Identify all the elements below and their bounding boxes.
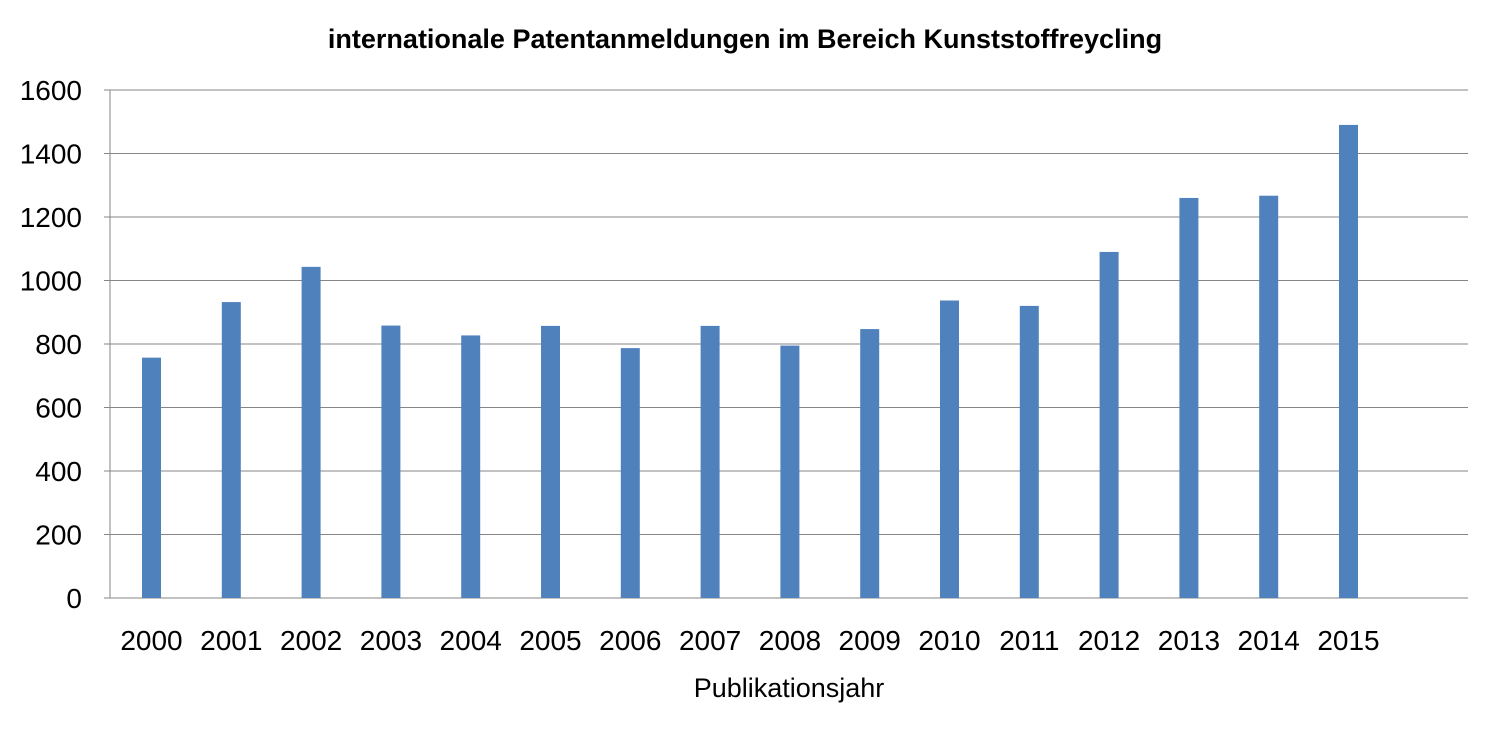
y-tick-label: 600	[35, 393, 82, 424]
bar-2009	[860, 329, 880, 598]
y-tick-label: 1000	[20, 266, 82, 297]
bar-2004	[461, 335, 481, 598]
bar-2014	[1259, 195, 1279, 599]
y-tick-label: 200	[35, 520, 82, 551]
bar-2005	[541, 325, 560, 598]
bar-2003	[381, 325, 401, 598]
x-tick-label: 2012	[1078, 625, 1140, 656]
x-tick-label: 2006	[599, 625, 661, 656]
x-tick-label: 2003	[360, 625, 422, 656]
x-tick-label: 2010	[918, 625, 980, 656]
bar-2010	[940, 300, 959, 598]
x-tick-label: 2001	[200, 625, 262, 656]
bar-2002	[301, 266, 321, 598]
x-tick-label: 2009	[839, 625, 901, 656]
y-tick-label: 1400	[20, 139, 82, 170]
bar-2011	[1019, 305, 1039, 598]
x-tick-label: 2002	[280, 625, 342, 656]
bar-2015	[1339, 124, 1358, 599]
x-tick-label: 2008	[759, 625, 821, 656]
x-tick-label: 2011	[999, 625, 1059, 656]
x-tick-label: 2004	[440, 625, 502, 656]
x-tick-label: 2014	[1238, 625, 1300, 656]
x-tick-label: 2015	[1317, 625, 1379, 656]
y-tick-label: 400	[35, 456, 82, 487]
bar-2006	[620, 348, 640, 598]
x-axis-ticks: 2000 2001 2002 2003 2004 2005 2006 2007 2008 2009…	[120, 625, 1379, 656]
x-tick-label: 2007	[679, 625, 741, 656]
bar-2008	[780, 345, 800, 598]
bar-2001	[221, 302, 241, 598]
bar-2013	[1179, 197, 1199, 598]
x-tick-label: 2013	[1158, 625, 1220, 656]
y-axis-ticks: 0 200 400 600 800 1000 1200 1400 1600	[20, 75, 82, 614]
y-tick-label: 800	[35, 329, 82, 360]
x-axis-title: Publikationsjahr	[694, 673, 885, 703]
y-tick-label: 0	[66, 583, 82, 614]
bars	[142, 124, 1358, 599]
y-tick-label: 1600	[20, 75, 82, 106]
bar-2000	[142, 357, 161, 598]
x-tick-label: 2005	[519, 625, 581, 656]
chart-title: internationale Patentanmeldungen im Bere…	[328, 24, 1162, 54]
bar-2007	[700, 325, 720, 598]
y-tick-label: 1200	[20, 202, 82, 233]
bar-2012	[1099, 251, 1119, 599]
x-tick-label: 2000	[120, 625, 182, 656]
